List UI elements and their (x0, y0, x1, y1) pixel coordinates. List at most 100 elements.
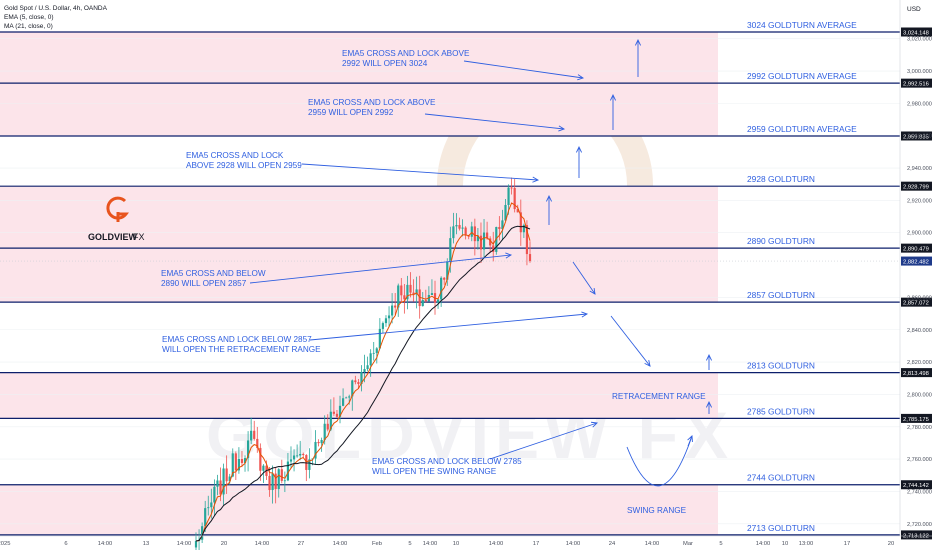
candle-body (443, 277, 446, 280)
candle-body (240, 459, 244, 464)
level-axis-box (901, 27, 932, 37)
candle-body (507, 187, 510, 205)
candle-body (234, 453, 237, 471)
ema-indicator-label[interactable]: EMA (5, close, 0) (4, 14, 54, 21)
level-label: 2813 GOLDTURN (747, 361, 815, 371)
ma21-line[interactable] (195, 225, 531, 542)
level-axis-label: 2,744.142 (903, 483, 929, 489)
y-tick-label: 2,900.000 (907, 231, 932, 237)
candle-body (271, 473, 274, 491)
swing-range-label: SWING RANGE (627, 506, 687, 515)
candle-body (219, 480, 222, 495)
arrow-head (545, 194, 553, 202)
pink-zone (0, 32, 718, 136)
annotation-text: EMA5 CROSS AND LOCK BELOW 2857 (162, 335, 312, 344)
y-tick-label: 2,860.000 (907, 295, 932, 301)
candle-body (406, 284, 409, 300)
pink-zone (0, 484, 718, 535)
candle-body (384, 318, 388, 324)
candle-body (528, 254, 532, 262)
candle-body (394, 305, 397, 308)
candle-body (486, 232, 489, 239)
level-label: 2713 GOLDTURN (747, 523, 815, 533)
candle-body (317, 441, 320, 444)
candle-body (458, 225, 461, 229)
x-tick-label: 17 (844, 541, 850, 547)
candle-body (204, 508, 207, 527)
candle-body (283, 480, 286, 482)
candle-body (403, 295, 406, 300)
candle-body (351, 380, 354, 397)
level-axis-box (901, 530, 932, 540)
level-axis-label: 2,959.835 (903, 134, 929, 140)
level-label: 2744 GOLDTURN (747, 473, 815, 483)
candle-body (363, 369, 366, 372)
x-tick-label: 20 (221, 541, 227, 547)
x-tick-label: 6 (64, 541, 67, 547)
x-tick-label: 5 (719, 541, 722, 547)
candle-body (525, 225, 529, 255)
candle-body (397, 285, 400, 308)
candle-body (302, 453, 305, 456)
level-axis-label: 2,785.175 (903, 417, 929, 423)
candle-body (225, 468, 228, 482)
candle-body (369, 353, 372, 366)
candle-body (498, 226, 501, 230)
x-tick-label: 14:00 (98, 541, 113, 547)
level-axis-label: 2,928.799 (903, 185, 929, 191)
candle-body (323, 423, 326, 440)
level-axis-box (901, 368, 932, 378)
arrow-head (589, 288, 596, 295)
candle-body (341, 398, 345, 406)
candle-body (216, 480, 219, 487)
level-axis-label: 2,857.072 (903, 301, 929, 307)
candle-body (296, 455, 299, 457)
annotation-text: EMA5 CROSS AND LOCK BELOW 2785 (372, 457, 522, 466)
candle-body (299, 453, 302, 456)
candle-body (268, 475, 271, 491)
candle-body (510, 187, 513, 189)
y-tick-label: 2,960.000 (907, 134, 932, 140)
level-axis-label: 2,813.498 (903, 371, 929, 377)
candle-body (378, 328, 381, 349)
candle-body (391, 305, 394, 316)
candle-body (513, 188, 516, 210)
logo-brand-suffix: FX (133, 232, 145, 242)
x-tick-label: 10 (453, 541, 459, 547)
candle-body (381, 323, 385, 329)
candle-body (516, 209, 519, 213)
level-axis-box (901, 243, 932, 253)
annotation-text: EMA5 CROSS AND LOCK ABOVE (308, 98, 436, 107)
candle-body (482, 232, 486, 250)
level-label: 2959 GOLDTURN AVERAGE (747, 124, 857, 134)
candle-body (243, 458, 247, 464)
arrow-head (505, 252, 513, 259)
y-tick-label: 2,780.000 (907, 425, 932, 431)
level-axis-box (901, 78, 932, 88)
annotation-text: WILL OPEN THE SWING RANGE (372, 467, 497, 476)
annotation-arrow (249, 254, 512, 284)
annotation-text: WILL OPEN THE RETRACEMENT RANGE (162, 345, 321, 354)
y-tick-label: 2,720.000 (907, 522, 932, 528)
x-tick-label: 27 (298, 541, 304, 547)
x-tick-label: 14:00 (255, 541, 270, 547)
y-tick-label: 2,740.000 (907, 489, 932, 495)
y-tick-label: 2,800.000 (907, 392, 932, 398)
candle-body (357, 382, 360, 384)
goldview-g-icon (106, 196, 129, 220)
x-tick-label: 14:00 (333, 541, 348, 547)
candle-body (430, 293, 434, 295)
y-tick-label: 2,940.000 (907, 166, 932, 172)
ma-indicator-label[interactable]: MA (21, close, 0) (4, 23, 53, 30)
annotation-text: ABOVE 2928 WILL OPEN 2959 (186, 161, 302, 170)
annotation-arrow (301, 163, 539, 181)
annotation-arrow (424, 113, 565, 130)
retracement-range-label: RETRACEMENT RANGE (612, 392, 706, 401)
ema5-line[interactable] (195, 202, 531, 542)
candle-body (338, 405, 342, 417)
candle-body (305, 455, 308, 470)
candle-body (504, 204, 507, 221)
candle-body (519, 212, 522, 233)
